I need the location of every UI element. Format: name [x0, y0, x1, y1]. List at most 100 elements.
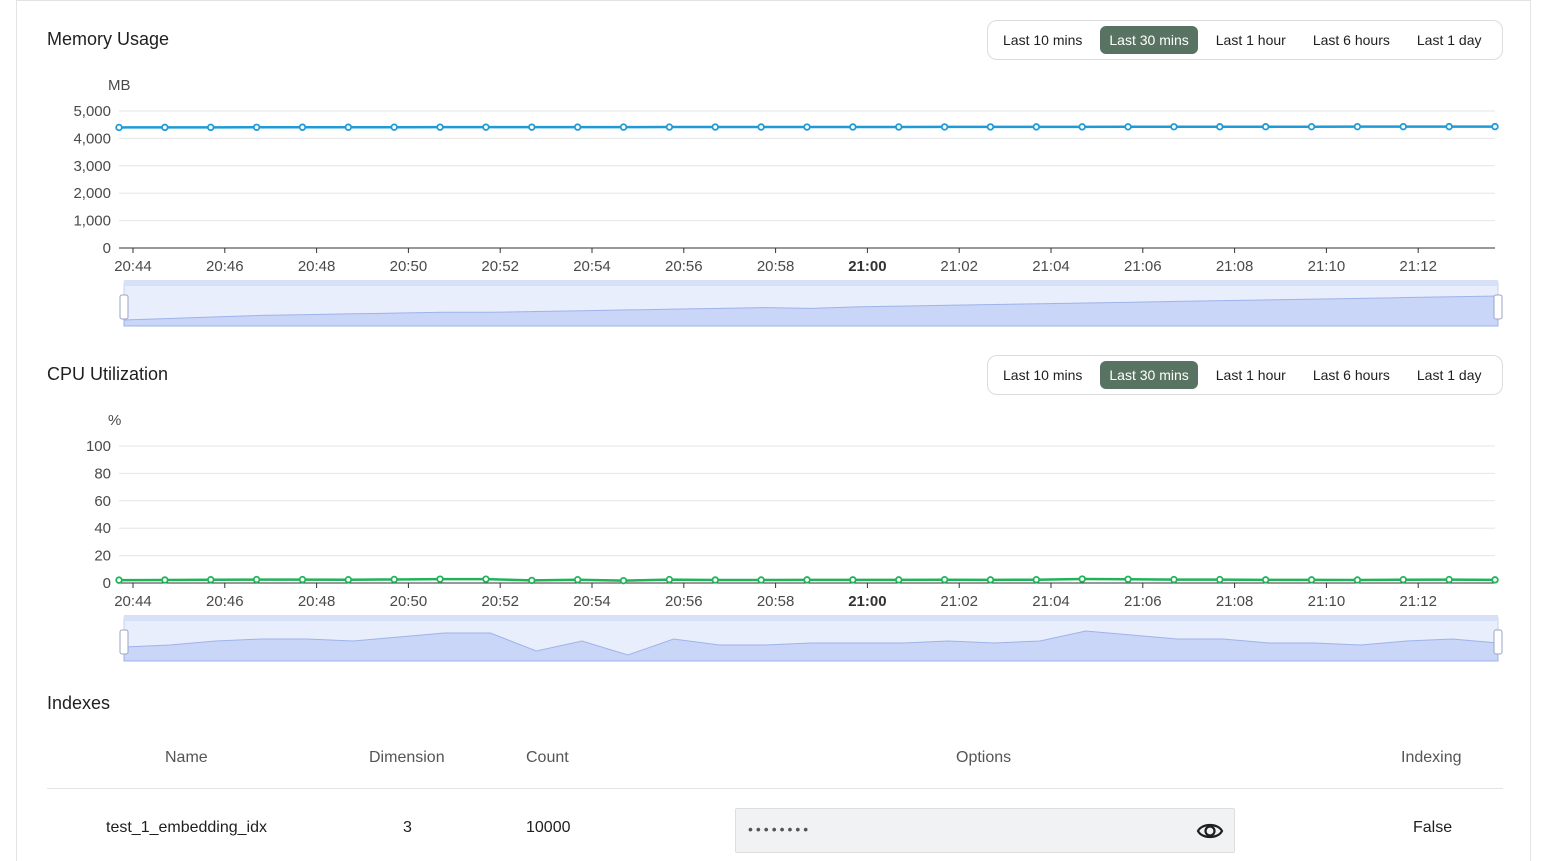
memory-range-last-1-day[interactable]: Last 1 day	[1416, 32, 1482, 48]
memory-y-unit-label: MB	[108, 77, 131, 94]
cpu-data-point	[482, 575, 490, 583]
memory-x-tick-label: 21:04	[1032, 258, 1070, 275]
cpu-data-point	[757, 576, 765, 584]
memory-data-point	[895, 123, 903, 131]
memory-data-point	[803, 123, 811, 131]
cpu-data-point	[573, 576, 582, 584]
cpu-x-tick-label: 21:04	[1032, 593, 1070, 610]
cpu-data-point	[1078, 575, 1086, 583]
column-header-options: Options	[956, 749, 1012, 766]
cpu-x-tick-label: 20:58	[757, 593, 795, 610]
cpu-data-point	[207, 576, 215, 584]
cpu-data-point	[849, 576, 857, 584]
memory-data-point	[207, 123, 215, 132]
column-header-indexing: Indexing	[1401, 749, 1462, 766]
cpu-data-point	[344, 576, 353, 584]
memory-data-point	[436, 123, 444, 131]
memory-range-last-10-mins[interactable]: Last 10 mins	[1003, 32, 1083, 48]
cpu-zoom-handle-right	[1493, 629, 1503, 655]
memory-data-point	[252, 123, 261, 131]
cpu-zoom-handle-left	[119, 629, 129, 655]
memory-x-tick-label: 20:58	[757, 258, 795, 275]
cpu-utilization-chart: % 0 20 40 60 80 100 20:44 20:46 20:48 20:50 20:52 20…	[86, 412, 1503, 662]
memory-range-last-30-mins[interactable]: Last 30 mins	[1100, 26, 1198, 54]
cpu-data-point	[1261, 576, 1270, 584]
memory-data-point	[390, 123, 398, 131]
cpu-x-tick-label: 21:00	[848, 593, 886, 610]
cpu-range-last-1-day[interactable]: Last 1 day	[1416, 367, 1482, 383]
cpu-x-tick-label: 21:10	[1308, 593, 1346, 610]
column-header-dimension: Dimension	[369, 749, 445, 766]
memory-y-tick-label: 3,000	[73, 158, 111, 175]
memory-x-tick-label: 21:00	[848, 258, 886, 275]
cpu-data-point	[1170, 575, 1178, 584]
memory-zoom-handle-left	[119, 294, 129, 320]
memory-data-point	[1078, 123, 1086, 131]
memory-y-tick-label: 5,000	[73, 103, 111, 120]
cpu-y-tick-label: 80	[94, 465, 111, 482]
memory-x-tick-label: 21:08	[1216, 258, 1254, 275]
memory-x-tick-label: 20:46	[206, 258, 244, 275]
memory-data-point	[1445, 122, 1453, 131]
cpu-range-last-10-mins[interactable]: Last 10 mins	[1003, 367, 1083, 383]
memory-data-point	[344, 123, 353, 131]
index-options-field[interactable]: ••••••••	[735, 808, 1235, 853]
cpu-range-last-6-hours[interactable]: Last 6 hours	[1312, 367, 1390, 383]
cpu-data-point	[1353, 576, 1362, 584]
memory-data-point	[528, 123, 536, 131]
memory-range-last-6-hours[interactable]: Last 6 hours	[1312, 32, 1390, 48]
memory-data-point	[482, 123, 490, 131]
column-header-count: Count	[526, 749, 569, 766]
cpu-data-point	[115, 576, 123, 584]
memory-x-tick-label: 20:50	[390, 258, 428, 275]
cpu-x-tick-label: 20:54	[573, 593, 611, 610]
memory-data-point	[1261, 123, 1270, 131]
memory-x-tick-label: 20:52	[481, 258, 519, 275]
memory-usage-chart: MB 0 1,000 2,000 3,000 4,000 5,000 20:44 20:46 20…	[73, 77, 1503, 327]
cpu-range-last-1-hour[interactable]: Last 1 hour	[1215, 367, 1286, 383]
memory-range-selector: Last 10 mins Last 30 mins Last 1 hour La…	[987, 20, 1503, 60]
memory-data-point	[757, 123, 765, 131]
index-dimension-cell: 3	[403, 819, 412, 836]
cpu-range-selector: Last 10 mins Last 30 mins Last 1 hour La…	[987, 355, 1503, 395]
index-indexing-cell: False	[1413, 819, 1453, 836]
memory-data-point	[298, 123, 307, 131]
index-count-cell: 10000	[526, 819, 571, 836]
memory-zoom-top-bar	[124, 280, 1498, 286]
memory-zoom-handle-right	[1493, 294, 1503, 320]
eye-icon[interactable]	[1196, 819, 1224, 843]
index-name-cell: test_1_embedding_idx	[106, 819, 268, 836]
memory-data-point	[665, 123, 674, 131]
cpu-y-tick-label: 0	[103, 575, 111, 592]
cpu-data-point	[1491, 576, 1499, 584]
memory-x-tick-label: 20:44	[114, 258, 152, 275]
memory-x-tick-label: 20:48	[298, 258, 336, 275]
cpu-range-last-30-mins[interactable]: Last 30 mins	[1100, 361, 1198, 389]
instance-metrics-panel: Memory Usage Last 10 mins Last 30 mins L…	[16, 0, 1531, 861]
memory-data-point	[1216, 123, 1224, 131]
cpu-data-point	[1124, 575, 1132, 584]
memory-data-point	[1124, 123, 1132, 131]
cpu-data-point	[1307, 576, 1316, 584]
memory-range-last-1-hour[interactable]: Last 1 hour	[1215, 32, 1286, 48]
cpu-data-point	[252, 575, 261, 584]
memory-data-point	[1170, 123, 1178, 131]
cpu-data-point	[665, 575, 674, 584]
cpu-data-point	[619, 576, 628, 585]
cpu-data-point	[390, 575, 398, 584]
memory-data-point	[986, 123, 995, 131]
cpu-y-tick-label: 100	[86, 438, 111, 455]
cpu-data-point	[803, 576, 811, 584]
memory-data-point	[619, 123, 628, 131]
options-masked-value: ••••••••	[748, 821, 812, 837]
memory-zoom-area	[123, 295, 1499, 327]
cpu-x-tick-label: 20:56	[665, 593, 703, 610]
cpu-data-point	[1445, 575, 1453, 584]
cpu-data-point	[1216, 575, 1224, 584]
memory-data-point	[1353, 122, 1362, 131]
cpu-zoom-top-bar	[124, 615, 1498, 621]
cpu-data-point	[436, 575, 444, 583]
cpu-data-point	[711, 576, 719, 584]
memory-x-tick-label: 21:06	[1124, 258, 1162, 275]
memory-data-point	[1032, 123, 1041, 131]
